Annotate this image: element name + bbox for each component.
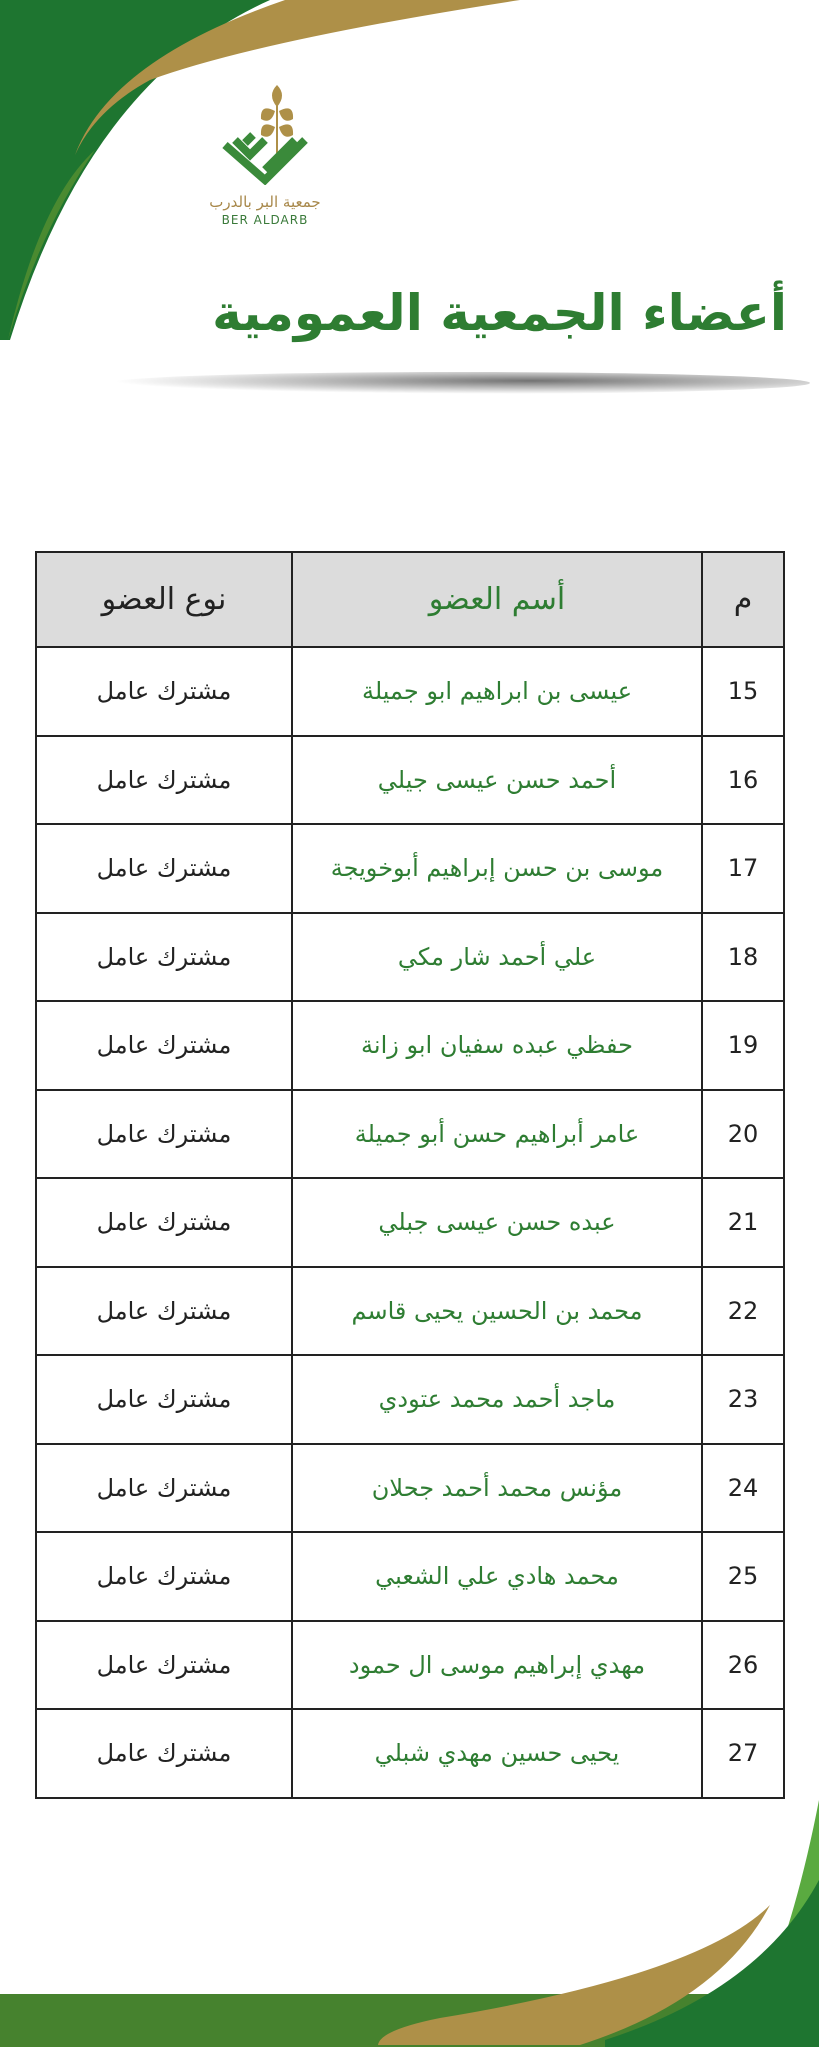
table-row: 16 أحمد حسن عيسى جيلي مشترك عامل bbox=[35, 734, 785, 825]
member-number: 17 bbox=[701, 823, 785, 914]
bottom-green-swoosh bbox=[605, 1880, 819, 2047]
member-name: محمد هادي علي الشعبي bbox=[291, 1531, 703, 1622]
member-name: موسى بن حسن إبراهيم أبوخويجة bbox=[291, 823, 703, 914]
member-number: 15 bbox=[701, 646, 785, 737]
member-number: 20 bbox=[701, 1088, 785, 1179]
member-number: 22 bbox=[701, 1265, 785, 1356]
logo: جمعية البر بالدرب BER ALDARB bbox=[190, 85, 340, 227]
member-type: مشترك عامل bbox=[35, 823, 293, 914]
member-name: ماجد أحمد محمد عتودي bbox=[291, 1354, 703, 1445]
member-number: 16 bbox=[701, 734, 785, 825]
header-name: أسم العضو bbox=[291, 551, 703, 648]
member-number: 27 bbox=[701, 1708, 785, 1799]
logo-english-text: BER ALDARB bbox=[221, 213, 309, 227]
member-number: 26 bbox=[701, 1619, 785, 1710]
table-row: 27 يحيى حسين مهدي شبلي مشترك عامل bbox=[35, 1708, 785, 1799]
table-row: 25 محمد هادي علي الشعبي مشترك عامل bbox=[35, 1531, 785, 1622]
table-row: 18 علي أحمد شار مكي مشترك عامل bbox=[35, 911, 785, 1002]
member-number: 19 bbox=[701, 1000, 785, 1091]
member-type: مشترك عامل bbox=[35, 1619, 293, 1710]
member-name: عامر أبراهيم حسن أبو جميلة bbox=[291, 1088, 703, 1179]
member-type: مشترك عامل bbox=[35, 1708, 293, 1799]
member-name: محمد بن الحسين يحيى قاسم bbox=[291, 1265, 703, 1356]
table-row: 23 ماجد أحمد محمد عتودي مشترك عامل bbox=[35, 1354, 785, 1445]
title-underline-shadow bbox=[110, 372, 810, 394]
member-type: مشترك عامل bbox=[35, 1000, 293, 1091]
member-name: علي أحمد شار مكي bbox=[291, 911, 703, 1002]
wheat-logo-icon bbox=[222, 85, 308, 186]
member-type: مشترك عامل bbox=[35, 1088, 293, 1179]
member-name: يحيى حسين مهدي شبلي bbox=[291, 1708, 703, 1799]
top-gold-swoosh bbox=[75, 0, 520, 155]
top-green-swoosh bbox=[0, 0, 270, 340]
member-number: 18 bbox=[701, 911, 785, 1002]
table-row: 24 مؤنس محمد أحمد جحلان مشترك عامل bbox=[35, 1442, 785, 1533]
member-type: مشترك عامل bbox=[35, 1442, 293, 1533]
member-type: مشترك عامل bbox=[35, 911, 293, 1002]
member-number: 25 bbox=[701, 1531, 785, 1622]
header-number: م bbox=[701, 551, 785, 648]
member-name: مؤنس محمد أحمد جحلان bbox=[291, 1442, 703, 1533]
member-type: مشترك عامل bbox=[35, 1531, 293, 1622]
member-type: مشترك عامل bbox=[35, 646, 293, 737]
member-number: 24 bbox=[701, 1442, 785, 1533]
member-number: 23 bbox=[701, 1354, 785, 1445]
member-name: أحمد حسن عيسى جيلي bbox=[291, 734, 703, 825]
table-row: 15 عيسى بن ابراهيم ابو جميلة مشترك عامل bbox=[35, 646, 785, 737]
header-type: نوع العضو bbox=[35, 551, 293, 648]
member-name: عيسى بن ابراهيم ابو جميلة bbox=[291, 646, 703, 737]
table-row: 19 حفظي عبده سفيان ابو زانة مشترك عامل bbox=[35, 1000, 785, 1091]
logo-arabic-text: جمعية البر بالدرب bbox=[209, 193, 321, 211]
table-header-row: م أسم العضو نوع العضو bbox=[35, 551, 785, 648]
member-type: مشترك عامل bbox=[35, 1177, 293, 1268]
table-row: 20 عامر أبراهيم حسن أبو جميلة مشترك عامل bbox=[35, 1088, 785, 1179]
member-type: مشترك عامل bbox=[35, 1354, 293, 1445]
table-row: 21 عبده حسن عيسى جبلي مشترك عامل bbox=[35, 1177, 785, 1268]
table-row: 22 محمد بن الحسين يحيى قاسم مشترك عامل bbox=[35, 1265, 785, 1356]
bottom-gold-swoosh bbox=[378, 1905, 770, 2045]
page-title: أعضاء الجمعية العمومية bbox=[212, 284, 788, 342]
member-number: 21 bbox=[701, 1177, 785, 1268]
member-name: مهدي إبراهيم موسى ال حمود bbox=[291, 1619, 703, 1710]
table-row: 26 مهدي إبراهيم موسى ال حمود مشترك عامل bbox=[35, 1619, 785, 1710]
member-name: حفظي عبده سفيان ابو زانة bbox=[291, 1000, 703, 1091]
table-row: 17 موسى بن حسن إبراهيم أبوخويجة مشترك عامل bbox=[35, 823, 785, 914]
member-type: مشترك عامل bbox=[35, 734, 293, 825]
members-table: م أسم العضو نوع العضو 15 عيسى بن ابراهيم … bbox=[35, 551, 785, 1799]
member-type: مشترك عامل bbox=[35, 1265, 293, 1356]
member-name: عبده حسن عيسى جبلي bbox=[291, 1177, 703, 1268]
